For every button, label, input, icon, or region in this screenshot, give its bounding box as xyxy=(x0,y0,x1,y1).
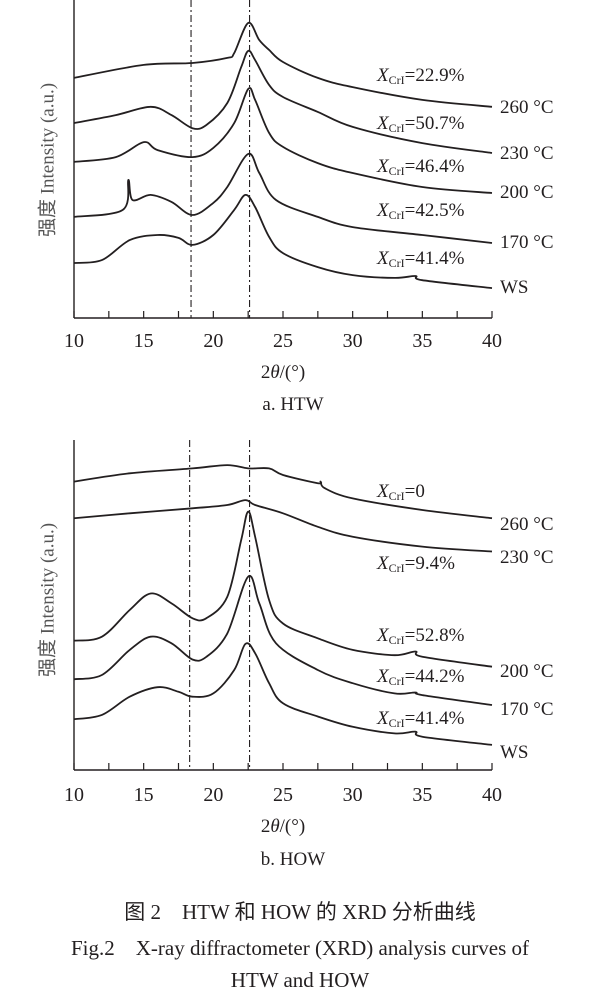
x-tick-label: 40 xyxy=(482,330,502,352)
crystallinity-symbol: X xyxy=(377,666,389,687)
crystallinity-subscript: CrI xyxy=(388,121,405,135)
crystallinity-symbol: X xyxy=(377,481,389,502)
x-tick-label: 20 xyxy=(203,784,224,806)
x-tick-label: 15 xyxy=(133,330,154,352)
x-axis-label-prefix: 2 xyxy=(260,816,271,837)
series-line-230c xyxy=(73,499,493,553)
crystallinity-value: =46.4% xyxy=(404,156,465,177)
x-tick-label: 30 xyxy=(342,330,363,352)
crystallinity-label: XCrI=0 xyxy=(377,482,425,502)
crystallinity-label: XCrI=22.9% xyxy=(377,66,464,86)
crystallinity-label: XCrI=44.2% xyxy=(377,667,464,687)
series-name-label: 260 °C xyxy=(500,97,554,118)
series-name-label: 260 °C xyxy=(500,514,554,535)
x-axis-label-symbol: θ xyxy=(270,362,280,383)
crystallinity-value: =41.4% xyxy=(404,708,465,729)
x-tick-label: 25 xyxy=(273,784,293,806)
crystallinity-value: =50.7% xyxy=(404,113,465,134)
x-axis-label-suffix: /(°) xyxy=(279,362,306,383)
series-name-label: 230 °C xyxy=(500,547,554,568)
x-axis-label: 2θ/(°) xyxy=(261,362,305,384)
series-line-ws xyxy=(73,642,493,746)
crystallinity-subscript: CrI xyxy=(388,256,405,270)
x-tick-label: 25 xyxy=(273,330,293,352)
crystallinity-subscript: CrI xyxy=(388,674,405,688)
series-line-170c xyxy=(73,574,493,706)
crystallinity-symbol: X xyxy=(377,248,389,269)
crystallinity-value: =42.5% xyxy=(404,200,465,221)
series-name-label: 170 °C xyxy=(500,232,554,253)
y-axis-label: 强度 Intensity (a.u.) xyxy=(37,82,59,238)
crystallinity-label: XCrI=52.8% xyxy=(377,626,464,646)
crystallinity-label: XCrI=9.4% xyxy=(377,554,455,574)
crystallinity-value: =44.2% xyxy=(404,666,465,687)
series-name-label: 200 °C xyxy=(500,182,554,203)
x-tick-label: 10 xyxy=(64,784,84,806)
crystallinity-symbol: X xyxy=(377,200,389,221)
series-line-230c xyxy=(73,49,493,154)
crystallinity-subscript: CrI xyxy=(388,73,405,87)
panel-title: a. HTW xyxy=(262,394,324,415)
crystallinity-symbol: X xyxy=(377,708,389,729)
series-line-ws xyxy=(73,194,493,289)
crystallinity-value: =0 xyxy=(404,481,425,502)
caption-english-line1: Fig.2 X-ray diffractometer (XRD) analysi… xyxy=(71,936,529,960)
crystallinity-subscript: CrI xyxy=(388,716,405,730)
series-line-170c xyxy=(73,152,493,244)
series-name-label: WS xyxy=(500,277,529,298)
series-line-200c xyxy=(73,510,493,668)
x-axis-label-prefix: 2 xyxy=(260,362,271,383)
x-axis-label: 2θ/(°) xyxy=(261,816,305,838)
caption-chinese: 图 2 HTW 和 HOW 的 XRD 分析曲线 xyxy=(124,900,476,924)
crystallinity-symbol: X xyxy=(377,553,389,574)
series-line-260c xyxy=(73,21,493,108)
caption-english-line2: HTW and HOW xyxy=(230,968,370,992)
crystallinity-label: XCrI=42.5% xyxy=(377,201,464,221)
crystallinity-subscript: CrI xyxy=(388,489,405,503)
crystallinity-value: =52.8% xyxy=(404,625,465,646)
x-tick-label: 35 xyxy=(412,330,433,352)
crystallinity-symbol: X xyxy=(377,156,389,177)
series-name-label: 200 °C xyxy=(500,661,554,682)
crystallinity-subscript: CrI xyxy=(388,633,405,647)
crystallinity-label: XCrI=46.4% xyxy=(377,157,464,177)
crystallinity-value: =41.4% xyxy=(404,248,465,269)
crystallinity-value: =9.4% xyxy=(404,553,455,574)
x-axis-label-symbol: θ xyxy=(270,816,280,837)
x-axis-label-suffix: /(°) xyxy=(279,816,306,837)
x-tick-label: 40 xyxy=(482,784,502,806)
crystallinity-symbol: X xyxy=(377,113,389,134)
crystallinity-value: =22.9% xyxy=(404,65,465,86)
series-name-label: 230 °C xyxy=(500,143,554,164)
crystallinity-symbol: X xyxy=(377,65,389,86)
series-line-200c xyxy=(73,87,493,194)
crystallinity-label: XCrI=41.4% xyxy=(377,249,464,269)
panel-title: b. HOW xyxy=(260,849,326,870)
series-name-label: WS xyxy=(500,742,529,763)
crystallinity-label: XCrI=41.4% xyxy=(377,709,464,729)
x-tick-label: 30 xyxy=(342,784,363,806)
crystallinity-subscript: CrI xyxy=(388,208,405,222)
crystallinity-subscript: CrI xyxy=(388,164,405,178)
y-axis-label: 强度 Intensity (a.u.) xyxy=(37,522,59,678)
crystallinity-label: XCrI=50.7% xyxy=(377,114,464,134)
series-name-label: 170 °C xyxy=(500,699,554,720)
x-tick-label: 10 xyxy=(64,330,84,352)
crystallinity-subscript: CrI xyxy=(388,561,405,575)
x-tick-label: 20 xyxy=(203,330,224,352)
crystallinity-symbol: X xyxy=(377,625,389,646)
series-line-260c xyxy=(73,464,493,520)
x-tick-label: 35 xyxy=(412,784,433,806)
x-tick-label: 15 xyxy=(133,784,154,806)
